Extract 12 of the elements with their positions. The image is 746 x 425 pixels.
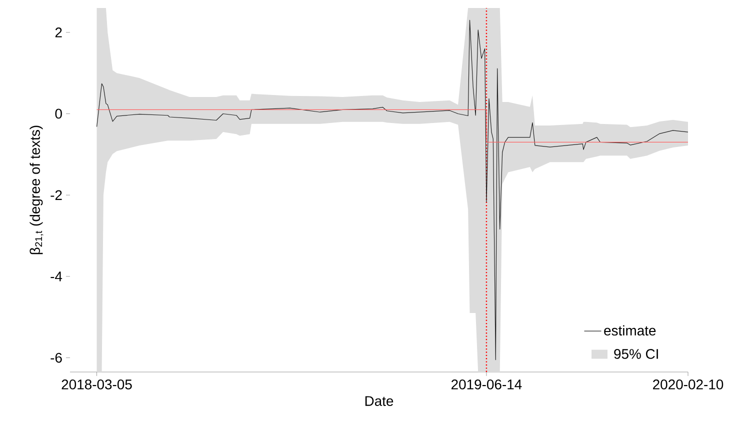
y-axis-title: β$_{21,t}$ (degree of texts) bbox=[30, 126, 44, 254]
x-tick-label: 2020-02-10 bbox=[653, 380, 724, 390]
x-tick-label: 2019-06-14 bbox=[451, 380, 522, 390]
y-tick-label: -2 bbox=[50, 190, 62, 200]
y-tick-label: -6 bbox=[50, 352, 62, 363]
y-tick-label: 2 bbox=[55, 28, 62, 38]
y-tick-label: 0 bbox=[55, 108, 62, 119]
legend-label: estimate bbox=[604, 325, 656, 336]
x-tick-label: 2018-03-05 bbox=[62, 380, 132, 390]
y-tick-label: -4 bbox=[50, 272, 62, 282]
x-axis-title: Date bbox=[365, 396, 394, 406]
annotation: 95% CI bbox=[614, 349, 658, 359]
